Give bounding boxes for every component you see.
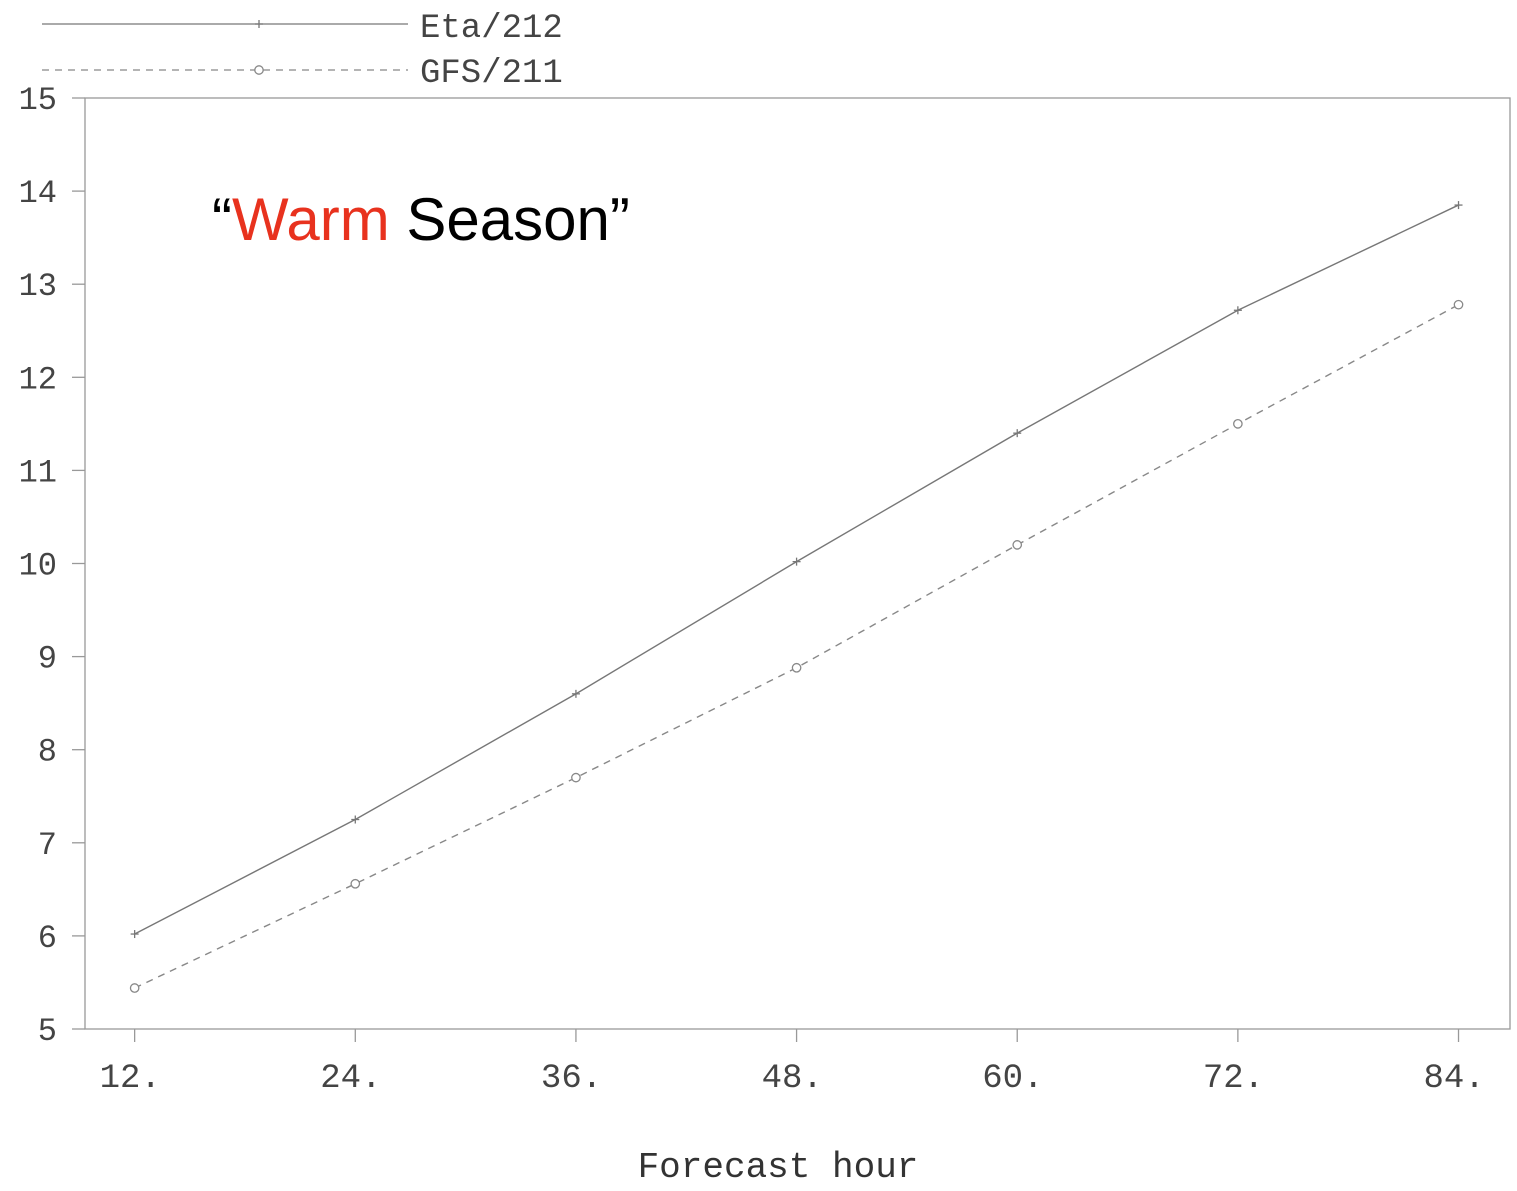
data-point-eta: [792, 557, 801, 566]
x-tick-label: 60.: [982, 1060, 1043, 1098]
legend-label-gfs: GFS/211: [420, 55, 563, 93]
y-tick-label: 13: [19, 268, 57, 305]
legend-marker-gfs: [254, 65, 264, 75]
legend-marker-eta: [255, 20, 263, 28]
y-tick-label: 15: [19, 82, 57, 119]
series-line-gfs: [134, 304, 1459, 989]
data-point-gfs: [571, 772, 581, 783]
data-point-gfs: [1012, 540, 1023, 550]
data-point-gfs: [1453, 299, 1464, 310]
chart-title-season: Season”: [390, 186, 630, 253]
data-point-eta: [1013, 429, 1022, 438]
y-tick-label: 12: [19, 361, 57, 398]
data-point-eta: [1233, 306, 1242, 315]
legend-marker-gfs-glyph: [254, 65, 264, 75]
x-tick-label: 12.: [100, 1060, 161, 1098]
y-tick-label: 9: [38, 641, 57, 678]
x-tick-label: 72.: [1203, 1060, 1264, 1098]
data-point-gfs: [350, 878, 361, 889]
data-point-gfs: [791, 662, 802, 673]
chart-title-warm: Warm: [232, 186, 390, 253]
data-point-gfs: [129, 983, 140, 993]
y-tick-label: 10: [19, 548, 57, 585]
x-tick-label: 36.: [541, 1060, 602, 1098]
series-layer: [129, 201, 1464, 993]
y-tick-label: 6: [38, 920, 57, 957]
legend-marker-eta-glyph: [255, 20, 263, 28]
x-tick-label: 84.: [1424, 1060, 1485, 1098]
chart-title: “Warm Season”: [212, 186, 630, 253]
series-line-eta: [134, 204, 1459, 935]
y-tick-label: 8: [38, 734, 57, 771]
y-tick-label: 14: [19, 175, 57, 212]
legend: Eta/212 GFS/211: [42, 10, 563, 93]
data-point-eta: [571, 689, 580, 698]
legend-label-eta: Eta/212: [420, 10, 563, 48]
y-axis: 5 6 7 8 9 10 11 12 13 14 15: [19, 82, 85, 1050]
x-tick-label: 24.: [320, 1060, 381, 1098]
y-tick-label: 7: [38, 827, 57, 864]
data-point-gfs: [1233, 418, 1243, 429]
data-point-eta: [351, 815, 360, 824]
data-point-eta: [1454, 201, 1463, 210]
x-axis-label: Forecast hour: [638, 1147, 919, 1188]
x-axis: 12. 24. 36. 48. 60. 72. 84.: [100, 1029, 1485, 1098]
y-tick-label: 5: [38, 1013, 57, 1050]
x-tick-label: 48.: [762, 1060, 823, 1098]
y-tick-label: 11: [19, 454, 57, 491]
data-point-eta: [130, 930, 139, 939]
chart-title-open-quote: “: [212, 186, 232, 253]
